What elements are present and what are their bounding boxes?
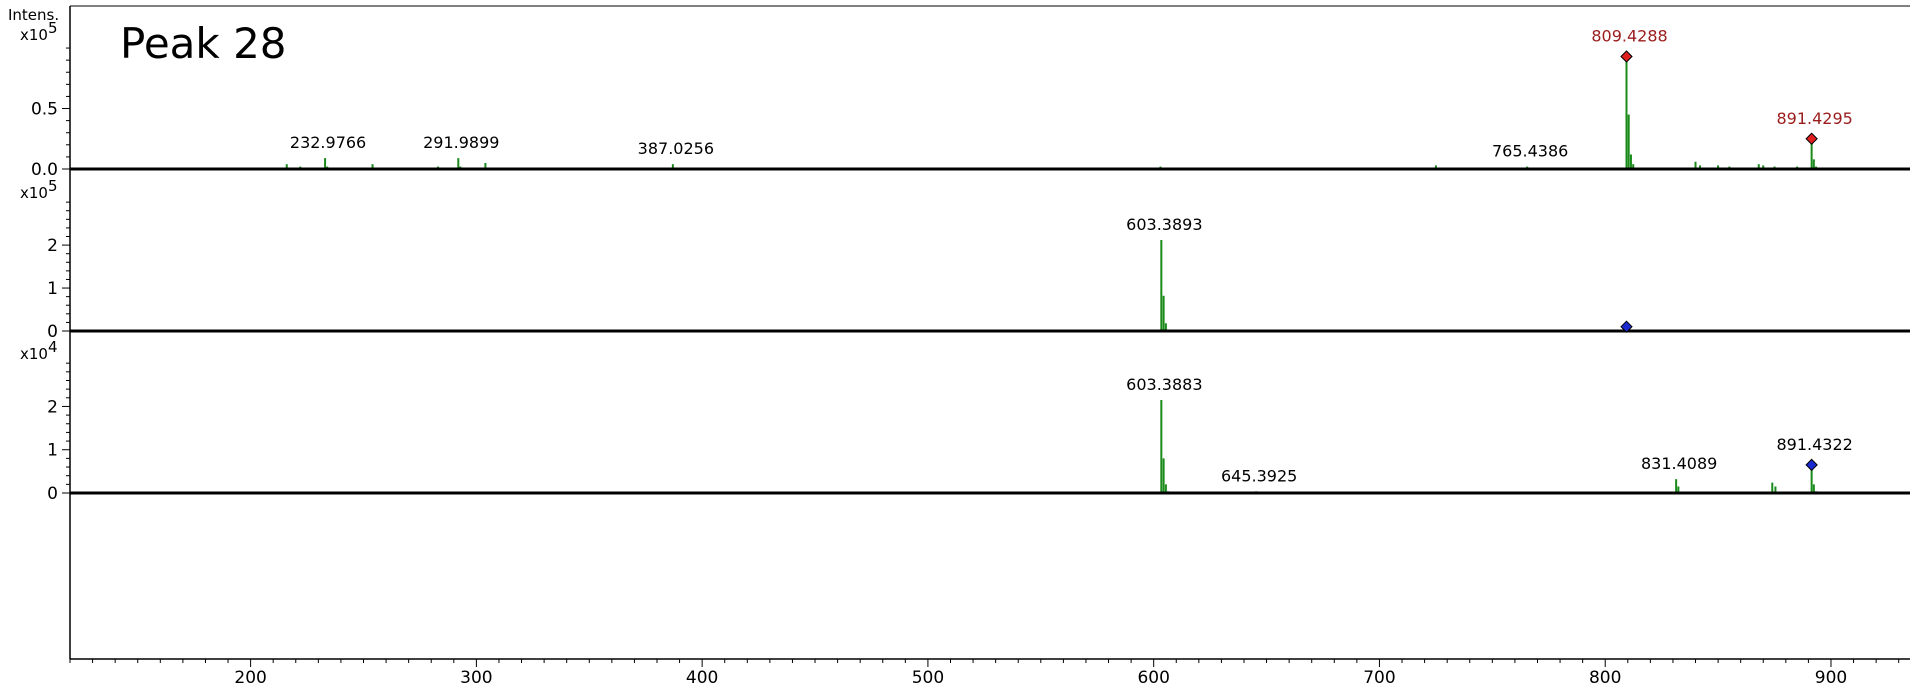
y-tick-label: 1 (47, 279, 58, 299)
blue-diamond-marker (1805, 458, 1818, 472)
peak-label: 891.4295 (1776, 109, 1852, 128)
x-tick-label: 800 (1589, 668, 1621, 688)
peak-label: 809.4288 (1591, 27, 1667, 46)
peak-label: 232.9766 (290, 133, 366, 152)
y-tick-label: 0 (47, 484, 58, 504)
x-axis: 200 300 400 500 600 700 800 900 (69, 659, 1900, 688)
chart-title: Peak 28 (120, 19, 287, 68)
red-diamond-marker (1805, 132, 1818, 145)
y-tick-label: 2 (47, 397, 58, 417)
spectrum-panel-3: 0 1 2 x10 4 603.3883 645.3925 831.4089 891.4322 (20, 338, 1910, 504)
y-tick-label: 0 (47, 322, 58, 342)
spectrum-panel-1: 0.0 0.5 x10 5 809.4288 891.4295 232.9766 291.98… (20, 19, 1910, 180)
x-tick-label: 600 (1137, 668, 1169, 688)
blue-diamond-marker (1620, 320, 1633, 333)
peak-label: 603.3883 (1126, 375, 1202, 394)
x-tick-label: 300 (460, 668, 492, 688)
spectrum-panel-2: 0 1 2 x10 5 603.3893 (20, 177, 1910, 342)
y-scale-exponent: 5 (48, 19, 58, 37)
y-scale-label: x10 (20, 345, 48, 363)
y-axis-label: Intens. (8, 6, 59, 24)
peak-label: 831.4089 (1641, 454, 1717, 473)
red-diamond-marker (1620, 50, 1633, 63)
y-scale-exponent: 4 (48, 338, 58, 356)
y-scale-label: x10 (20, 184, 48, 202)
x-tick-label: 400 (686, 668, 718, 688)
y-scale-label: x10 (20, 26, 48, 44)
x-tick-label: 700 (1363, 668, 1395, 688)
peak-label: 291.9899 (423, 133, 499, 152)
y-tick-label: 0.5 (31, 100, 58, 120)
x-tick-label: 500 (912, 668, 944, 688)
y-tick-label: 2 (47, 236, 58, 256)
peak-label: 603.3893 (1126, 215, 1202, 234)
peak-label: 645.3925 (1221, 466, 1297, 485)
peak-label: 387.0256 (638, 139, 714, 158)
x-tick-label: 200 (234, 668, 266, 688)
y-tick-label: 1 (47, 441, 58, 461)
peak-label: 765.4386 (1492, 142, 1568, 161)
x-tick-label: 900 (1815, 668, 1847, 688)
y-scale-exponent: 5 (48, 177, 58, 195)
peak-label: 891.4322 (1776, 435, 1852, 454)
y-tick-label: 0.0 (31, 160, 58, 180)
